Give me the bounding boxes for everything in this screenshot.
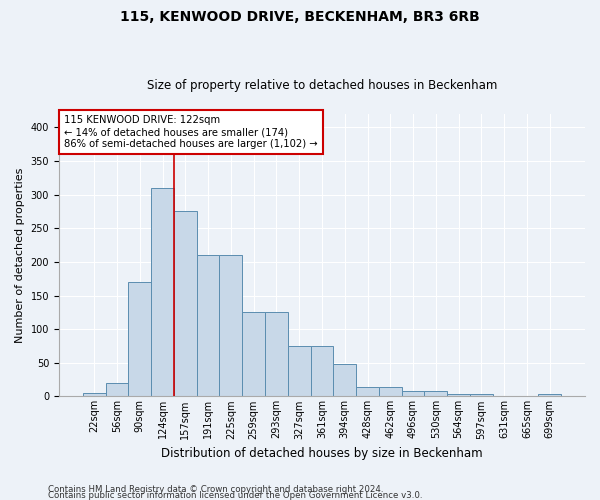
Bar [174,212,197,396]
Bar [220,255,242,396]
Bar [379,387,401,396]
Bar [538,394,561,396]
Bar [424,391,447,396]
Bar [265,312,288,396]
Title: Size of property relative to detached houses in Beckenham: Size of property relative to detached ho… [147,79,497,92]
Bar [334,364,356,396]
Bar [447,394,470,396]
Bar [288,346,311,397]
Bar [106,383,128,396]
X-axis label: Distribution of detached houses by size in Beckenham: Distribution of detached houses by size … [161,447,483,460]
Text: Contains public sector information licensed under the Open Government Licence v3: Contains public sector information licen… [48,490,422,500]
Bar [151,188,174,396]
Text: Contains HM Land Registry data © Crown copyright and database right 2024.: Contains HM Land Registry data © Crown c… [48,484,383,494]
Bar [470,394,493,396]
Text: 115 KENWOOD DRIVE: 122sqm
← 14% of detached houses are smaller (174)
86% of semi: 115 KENWOOD DRIVE: 122sqm ← 14% of detac… [64,116,318,148]
Bar [128,282,151,397]
Text: 115, KENWOOD DRIVE, BECKENHAM, BR3 6RB: 115, KENWOOD DRIVE, BECKENHAM, BR3 6RB [120,10,480,24]
Bar [356,387,379,396]
Bar [197,255,220,396]
Bar [83,393,106,396]
Bar [401,391,424,396]
Y-axis label: Number of detached properties: Number of detached properties [15,168,25,343]
Bar [311,346,334,397]
Bar [242,312,265,396]
